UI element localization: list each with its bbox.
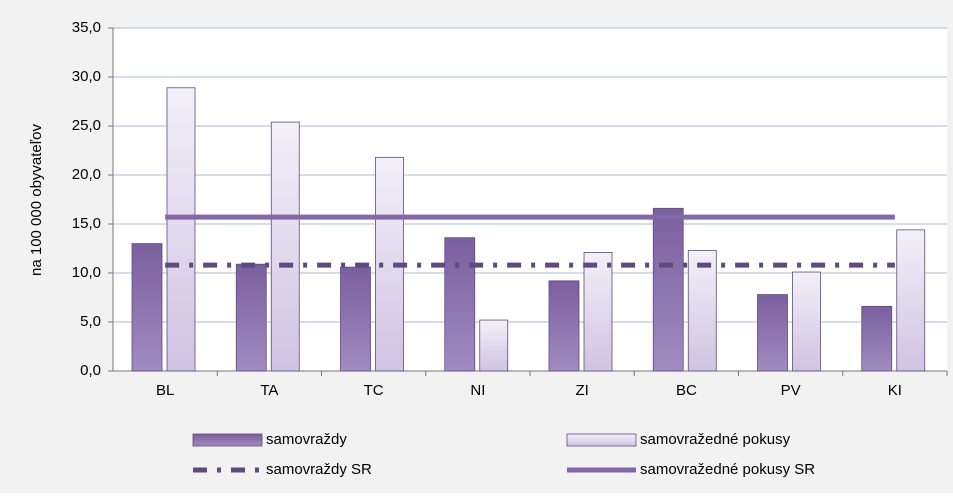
bar (652, 207, 684, 372)
bar (548, 280, 580, 372)
y-tick-label: 20,0 (72, 166, 101, 183)
y-tick-label: 15,0 (72, 215, 101, 232)
y-tick-label: 30,0 (72, 68, 101, 85)
x-tick-label: TC (364, 382, 384, 399)
x-tick-label: NI (470, 382, 485, 399)
y-tick-label: 0,0 (80, 362, 101, 379)
bar (861, 305, 893, 372)
y-tick-label: 10,0 (72, 264, 101, 281)
bar (444, 237, 476, 372)
bar (896, 229, 926, 372)
legend-swatch (566, 433, 637, 447)
bar (270, 121, 300, 372)
bar (131, 243, 163, 372)
x-tick-label: PV (781, 382, 801, 399)
bar (792, 271, 821, 372)
x-tick-label: ZI (575, 382, 588, 399)
legend-label: samovražedné pokusy (640, 431, 791, 448)
x-tick-label: BC (676, 382, 697, 399)
bar (687, 250, 717, 372)
bar (166, 87, 196, 372)
bar (479, 319, 509, 372)
legend-swatch (192, 433, 263, 447)
x-tick-label: TA (260, 382, 278, 399)
bar (583, 252, 613, 372)
y-tick-label: 5,0 (80, 313, 101, 330)
bar (235, 263, 267, 372)
bar (340, 266, 371, 372)
y-tick-label: 35,0 (72, 19, 101, 36)
bar (757, 294, 788, 372)
legend-label: samovražedné pokusy SR (640, 461, 815, 478)
y-axis-label: na 100 000 obyvateľov (28, 124, 45, 276)
x-tick-label: KI (888, 382, 902, 399)
x-tick-label: BL (156, 382, 174, 399)
legend-label: samovraždy (266, 431, 347, 448)
legend-label: samovraždy SR (266, 461, 372, 478)
y-tick-label: 25,0 (72, 117, 101, 134)
